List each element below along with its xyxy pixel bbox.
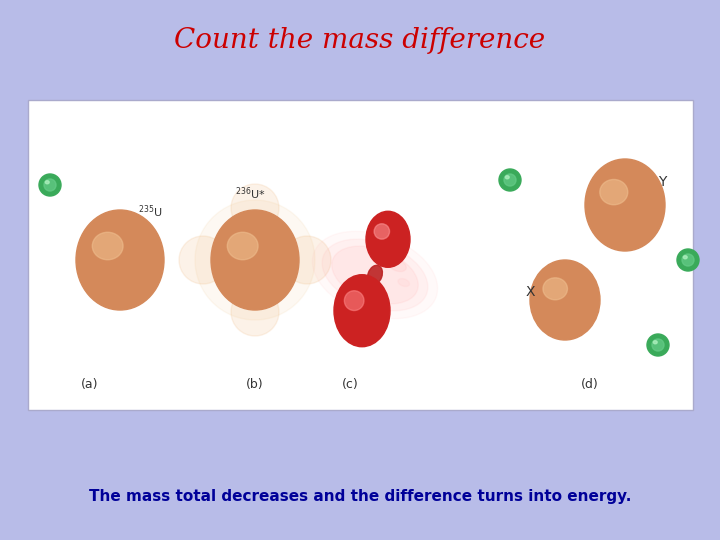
Text: (b): (b) [246,378,264,391]
Text: The mass total decreases and the difference turns into energy.: The mass total decreases and the differe… [89,489,631,503]
Ellipse shape [332,246,418,304]
Ellipse shape [312,231,438,319]
Ellipse shape [366,211,410,267]
Ellipse shape [389,260,406,272]
Ellipse shape [530,260,600,340]
Ellipse shape [652,339,664,351]
Ellipse shape [505,176,509,179]
Ellipse shape [677,249,699,271]
Ellipse shape [368,265,382,285]
Text: $^{235}$U: $^{235}$U [138,204,163,220]
Ellipse shape [283,236,331,284]
Ellipse shape [39,174,61,196]
Ellipse shape [543,278,567,300]
Ellipse shape [195,200,315,320]
Ellipse shape [499,169,521,191]
Ellipse shape [653,341,657,344]
Ellipse shape [92,232,123,260]
Ellipse shape [398,279,410,287]
Ellipse shape [344,291,364,310]
Ellipse shape [44,179,56,191]
Bar [28,100,693,410]
Ellipse shape [322,239,428,311]
Text: X: X [526,285,535,299]
Text: Y: Y [658,175,667,189]
Ellipse shape [211,210,299,310]
Text: (a): (a) [81,378,99,391]
Text: $^{236}$U*: $^{236}$U* [235,185,266,202]
Ellipse shape [334,275,390,347]
Ellipse shape [683,256,687,259]
Text: Count the mass difference: Count the mass difference [174,26,546,53]
Text: (c): (c) [341,378,359,391]
Ellipse shape [179,236,227,284]
Ellipse shape [600,179,628,205]
Ellipse shape [231,184,279,232]
Ellipse shape [374,224,390,239]
Ellipse shape [504,174,516,186]
Ellipse shape [76,210,164,310]
Text: (d): (d) [581,378,599,391]
Ellipse shape [231,288,279,336]
Ellipse shape [228,232,258,260]
Ellipse shape [45,181,49,184]
Ellipse shape [647,334,669,356]
Ellipse shape [682,254,694,266]
Ellipse shape [585,159,665,251]
